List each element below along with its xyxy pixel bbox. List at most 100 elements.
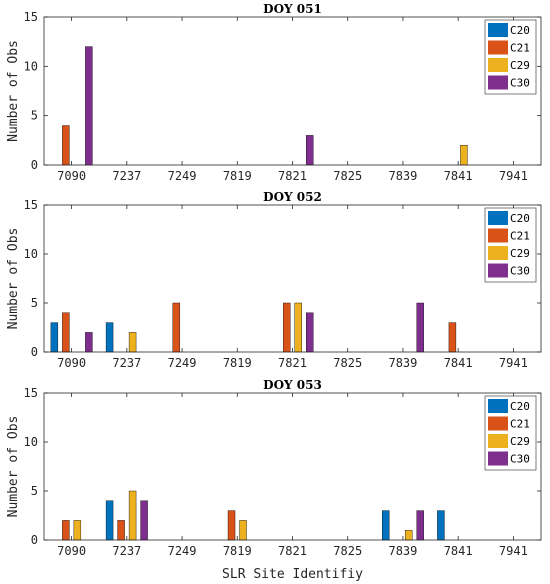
bar-c29-7090 — [73, 520, 82, 541]
bar-c21-7821 — [283, 302, 291, 353]
legend: C20 C21 C29 C30 — [484, 395, 537, 471]
bar-c20-7237 — [105, 500, 114, 541]
bar-c29-7839 — [404, 530, 413, 541]
bar-c21-7249 — [172, 302, 181, 353]
bar-c30-7839 — [416, 302, 424, 353]
bar-c30-7821 — [306, 135, 314, 166]
x-tick-label: 7941 — [499, 544, 528, 558]
bar-c20-7839 — [381, 510, 390, 541]
legend-label-c30: C30 — [510, 265, 530, 278]
x-tick-label: 7237 — [112, 544, 141, 558]
legend-label-c29: C29 — [510, 59, 530, 72]
x-tick-label: 7237 — [112, 356, 141, 370]
bar-c21-7090 — [62, 312, 70, 353]
bar-c21-7090 — [62, 520, 70, 541]
x-tick-label: 7090 — [57, 544, 86, 558]
x-tick-label: 7839 — [388, 356, 417, 370]
panel-2: DOY 052 0 5 10 15 7090 7237 7249 7819 7821 7825 783… — [6, 190, 542, 370]
x-tick-label: 7821 — [278, 356, 307, 370]
legend-label-c21: C21 — [510, 230, 530, 243]
bar-c30-7821 — [306, 312, 314, 353]
y-tick-label: 10 — [24, 59, 38, 73]
legend-label-c30: C30 — [510, 453, 530, 466]
legend-swatch-c21 — [488, 40, 508, 55]
bar-c29-7237 — [128, 490, 137, 541]
bar-c21-7090 — [62, 125, 70, 166]
x-axis-label: SLR Site Identifiy — [222, 567, 363, 582]
x-tick-label: 7825 — [333, 356, 362, 370]
legend-swatch-c30 — [488, 75, 508, 90]
x-tick-label: 7237 — [112, 169, 141, 183]
x-tick-label: 7839 — [388, 544, 417, 558]
y-tick-label: 5 — [31, 296, 38, 310]
legend: C20 C21 C29 C30 — [484, 207, 537, 283]
x-tick-label: 7841 — [444, 544, 473, 558]
x-tick-label: 7819 — [223, 169, 252, 183]
bar-c30-7839 — [416, 510, 424, 541]
chart-title: DOY 051 — [263, 2, 322, 16]
x-tick-label: 7941 — [499, 356, 528, 370]
x-tick-label: 7090 — [57, 356, 86, 370]
bar-c21-7819 — [227, 510, 236, 541]
bar-c20-7237 — [105, 322, 114, 353]
y-axis-label: Number of Obs — [6, 416, 21, 518]
y-tick-label: 15 — [24, 10, 38, 24]
bar-c21-7237 — [117, 520, 125, 541]
legend-swatch-c30 — [488, 263, 508, 278]
x-tick-label: 7941 — [499, 169, 528, 183]
bar-c29-7821 — [294, 302, 302, 353]
y-axis-label: Number of Obs — [6, 40, 21, 142]
legend-swatch-c21 — [488, 416, 508, 431]
legend-label-c29: C29 — [510, 435, 530, 448]
x-tick-label: 7821 — [278, 169, 307, 183]
legend-swatch-c29 — [488, 58, 508, 72]
x-tick-label: 7819 — [223, 356, 252, 370]
legend-label-c21: C21 — [510, 42, 530, 55]
y-tick-label: 10 — [24, 247, 38, 261]
legend-swatch-c20 — [488, 23, 508, 37]
legend-label-c30: C30 — [510, 77, 530, 90]
plot-frame — [43, 392, 542, 541]
bar-c29-7841 — [460, 145, 468, 166]
y-tick-label: 15 — [24, 198, 38, 212]
x-tick-label: 7249 — [168, 544, 197, 558]
x-tick-label: 7839 — [388, 169, 417, 183]
legend-swatch-c21 — [488, 228, 508, 243]
y-tick-label: 15 — [24, 386, 38, 400]
bar-c21-7841 — [448, 322, 457, 353]
y-tick-label: 0 — [31, 533, 38, 547]
bar-c29-7819 — [239, 520, 247, 541]
legend-swatch-c29 — [488, 246, 508, 260]
legend-label-c29: C29 — [510, 247, 530, 260]
x-tick-label: 7841 — [444, 169, 473, 183]
bar-c30-7090 — [85, 46, 93, 166]
bar-c30-7237 — [140, 500, 148, 541]
y-tick-label: 5 — [31, 109, 38, 123]
panel-1: DOY 051 0 5 10 15 7090 7237 7249 7819 7821 7825 783… — [6, 2, 542, 183]
legend-label-c20: C20 — [510, 24, 530, 37]
x-tick-label: 7249 — [168, 169, 197, 183]
y-tick-label: 10 — [24, 435, 38, 449]
legend-swatch-c30 — [488, 451, 508, 466]
chart-title: DOY 052 — [263, 190, 322, 204]
legend-swatch-c20 — [488, 399, 508, 413]
x-tick-label: 7090 — [57, 169, 86, 183]
y-tick-label: 0 — [31, 345, 38, 359]
x-tick-label: 7821 — [278, 544, 307, 558]
x-tick-label: 7841 — [444, 356, 473, 370]
bar-c30-7090 — [85, 332, 93, 353]
x-tick-label: 7825 — [333, 169, 362, 183]
legend: C20 C21 C29 C30 — [484, 19, 537, 95]
bar-c20-7841 — [437, 510, 445, 541]
panel-3: DOY 053 0 5 10 15 7090 7237 7249 7819 7821 7825 783… — [6, 378, 542, 582]
plot-frame — [43, 16, 542, 166]
bar-c29-7237 — [128, 332, 137, 353]
legend-swatch-c20 — [488, 211, 508, 225]
x-tick-label: 7249 — [168, 356, 197, 370]
legend-label-c20: C20 — [510, 400, 530, 413]
bar-c20-7090 — [50, 322, 59, 353]
plot-frame — [43, 204, 542, 353]
x-tick-label: 7819 — [223, 544, 252, 558]
x-tick-label: 7825 — [333, 544, 362, 558]
